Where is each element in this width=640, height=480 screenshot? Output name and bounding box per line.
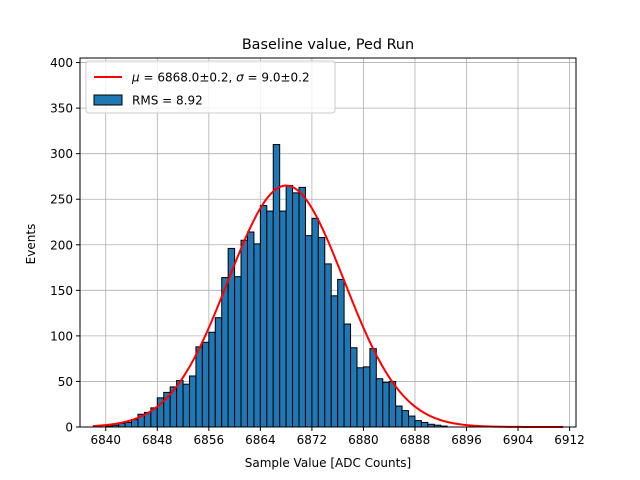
histogram-bar [182, 383, 191, 428]
histogram-bar [362, 366, 371, 428]
histogram-bar [292, 192, 300, 428]
axes [79, 57, 577, 428]
x-tick-label: 6856 [194, 433, 225, 447]
histogram-bar [356, 367, 364, 428]
histogram-bar [350, 347, 358, 428]
legend: μ = 6868.0±0.2, σ = 9.0±0.2 RMS = 8.92 [85, 60, 336, 114]
histogram-bar [414, 420, 422, 428]
histogram-bar [227, 247, 236, 428]
histogram-bar [311, 217, 319, 428]
y-axis-ticks: 0 50 100 150 200 250 300 350 400 [50, 56, 80, 435]
histogram-bar [195, 346, 203, 428]
histogram-bar [221, 277, 229, 428]
x-axis-label: Sample Value [ADC Counts] [245, 456, 411, 470]
x-tick-label: 6864 [245, 433, 276, 447]
histogram-bar [330, 295, 339, 428]
y-tick-label: 300 [50, 147, 73, 161]
histogram-bar [176, 380, 184, 428]
legend-mu-value: = 6868.0±0.2, [140, 71, 236, 85]
histogram-bar [246, 231, 255, 428]
histogram-bars [105, 144, 448, 428]
histogram-bar [388, 380, 397, 428]
histogram-bar [324, 263, 332, 428]
histogram-bar [279, 210, 287, 428]
x-tick-label: 6888 [400, 433, 431, 447]
y-tick-label: 200 [50, 238, 73, 252]
x-tick-label: 6880 [348, 433, 379, 447]
x-tick-label: 6904 [503, 433, 534, 447]
histogram-bar [234, 276, 242, 428]
axes-frame [79, 57, 577, 428]
histogram-bar [317, 236, 326, 428]
histogram-bar [285, 185, 294, 428]
histogram-bar [201, 341, 210, 428]
histogram-bar [214, 317, 223, 428]
histogram-bar [395, 405, 403, 428]
histogram-bar [266, 210, 274, 428]
legend-fit-label: μ = 6868.0±0.2, σ = 9.0±0.2 [131, 71, 310, 85]
y-tick-label: 50 [58, 375, 73, 389]
histogram-bar [401, 410, 410, 428]
y-tick-label: 0 [65, 421, 73, 435]
histogram-bar [208, 331, 216, 428]
legend-hist-label: RMS = 8.92 [132, 94, 203, 108]
y-tick-label: 150 [50, 284, 73, 298]
y-tick-label: 400 [50, 56, 73, 70]
chart-title: Baseline value, Ped Run [242, 37, 414, 53]
y-tick-label: 100 [50, 329, 73, 343]
histogram-bar [337, 278, 345, 428]
gaussian-fit-curve [92, 184, 564, 428]
histogram-bar [298, 186, 306, 428]
y-tick-label: 350 [50, 102, 73, 116]
histogram-bar [189, 375, 197, 428]
y-axis-label: Events [24, 224, 38, 265]
histogram-bar [343, 323, 352, 428]
histogram-bar [375, 378, 384, 428]
x-tick-label: 6912 [554, 433, 585, 447]
legend-mu-symbol: μ [131, 71, 140, 85]
histogram-bar [420, 421, 429, 428]
legend-hist-swatch [93, 94, 123, 106]
x-tick-label: 6848 [142, 433, 173, 447]
histogram-bar [124, 421, 133, 428]
legend-sigma-symbol: σ [236, 71, 244, 85]
y-tick-label: 250 [50, 193, 73, 207]
legend-sigma-value: = 9.0±0.2 [244, 71, 310, 85]
histogram-bar [240, 239, 248, 428]
x-tick-label: 6872 [297, 433, 328, 447]
histogram-bar [369, 348, 377, 428]
histogram-bar [304, 235, 313, 428]
histogram-bar [253, 243, 261, 428]
histogram-bar [259, 205, 268, 428]
histogram-bar [382, 381, 390, 428]
x-tick-label: 6840 [90, 433, 121, 447]
legend-box [85, 60, 336, 114]
x-axis-ticks: 6840 6848 6856 6864 6872 6880 6888 6896 6904 6912 [90, 427, 585, 447]
histogram-bar [408, 415, 416, 428]
x-tick-label: 6896 [451, 433, 482, 447]
